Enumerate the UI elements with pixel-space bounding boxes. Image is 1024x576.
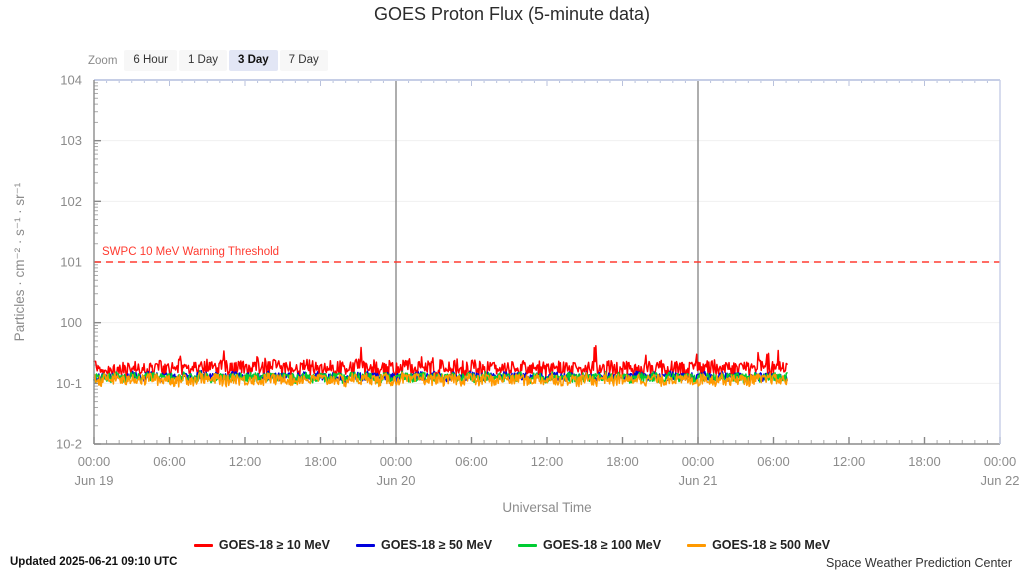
series-line-3: [93, 371, 788, 388]
y-axis-tick-label: 103: [60, 133, 82, 148]
threshold-label: SWPC 10 MeV Warning Threshold: [102, 246, 279, 258]
legend-swatch-100mev: [518, 543, 538, 547]
legend-item-10mev[interactable]: GOES-18 ≥ 10 MeV: [193, 538, 330, 552]
x-axis-tick-time: 00:00: [78, 454, 111, 469]
x-axis-tick-time: 12:00: [833, 454, 866, 469]
x-axis-title: Universal Time: [502, 500, 591, 515]
zoom-button-6-hour[interactable]: 6 Hour: [124, 50, 177, 71]
legend-swatch-500mev: [687, 543, 707, 547]
updated-timestamp: Updated 2025-06-21 09:10 UTC: [10, 556, 178, 568]
legend-item-100mev[interactable]: GOES-18 ≥ 100 MeV: [518, 538, 661, 552]
zoom-control-bar: Zoom 6 Hour 1 Day 3 Day 7 Day: [88, 50, 330, 71]
x-axis-tick-time: 18:00: [908, 454, 941, 469]
x-axis-tick-date: Jun 22: [980, 473, 1019, 488]
legend-swatch-10mev: [193, 543, 213, 547]
x-axis-tick-time: 00:00: [380, 454, 413, 469]
legend-swatch-50mev: [355, 543, 375, 547]
series-line-0: [93, 344, 788, 380]
legend-label-10mev: GOES-18 ≥ 10 MeV: [218, 538, 330, 552]
zoom-button-7-day[interactable]: 7 Day: [279, 50, 328, 71]
x-axis-tick-time: 12:00: [531, 454, 564, 469]
zoom-button-3-day[interactable]: 3 Day: [228, 50, 278, 71]
x-axis-tick-time: 18:00: [304, 454, 337, 469]
y-axis-tick-label: 102: [60, 194, 82, 209]
credit-label: Space Weather Prediction Center: [826, 556, 1012, 570]
legend-label-100mev: GOES-18 ≥ 100 MeV: [543, 538, 662, 552]
x-axis-tick-time: 06:00: [153, 454, 186, 469]
y-axis-tick-label: 101: [60, 255, 82, 270]
legend-item-50mev[interactable]: GOES-18 ≥ 50 MeV: [355, 538, 493, 552]
chart-legend: GOES-18 ≥ 10 MeV GOES-18 ≥ 50 MeV GOES-1…: [0, 538, 1024, 552]
legend-label-50mev: GOES-18 ≥ 50 MeV: [380, 538, 493, 552]
legend-item-500mev[interactable]: GOES-18 ≥ 500 MeV: [687, 538, 830, 552]
legend-label-500mev: GOES-18 ≥ 500 MeV: [712, 538, 831, 552]
zoom-button-1-day[interactable]: 1 Day: [178, 50, 227, 71]
x-axis-tick-time: 12:00: [229, 454, 262, 469]
y-axis-tick-label: 104: [60, 73, 82, 88]
zoom-label: Zoom: [88, 54, 118, 67]
page-title: GOES Proton Flux (5-minute data): [373, 4, 651, 24]
x-axis-tick-time: 06:00: [455, 454, 488, 469]
x-axis-tick-time: 18:00: [606, 454, 639, 469]
y-axis-tick-label: 10-2: [56, 437, 82, 452]
x-axis-tick-time: 00:00: [984, 454, 1017, 469]
x-axis-tick-date: Jun 21: [678, 473, 717, 488]
x-axis-tick-date: Jun 19: [74, 473, 113, 488]
y-axis-title: Particles · cm⁻² · s⁻¹ · sr⁻¹: [12, 182, 27, 341]
x-axis-tick-time: 00:00: [682, 454, 715, 469]
x-axis-tick-time: 06:00: [757, 454, 790, 469]
y-axis-tick-label: 100: [60, 315, 82, 330]
y-axis-tick-label: 10-1: [56, 376, 82, 391]
x-axis-tick-date: Jun 20: [376, 473, 415, 488]
